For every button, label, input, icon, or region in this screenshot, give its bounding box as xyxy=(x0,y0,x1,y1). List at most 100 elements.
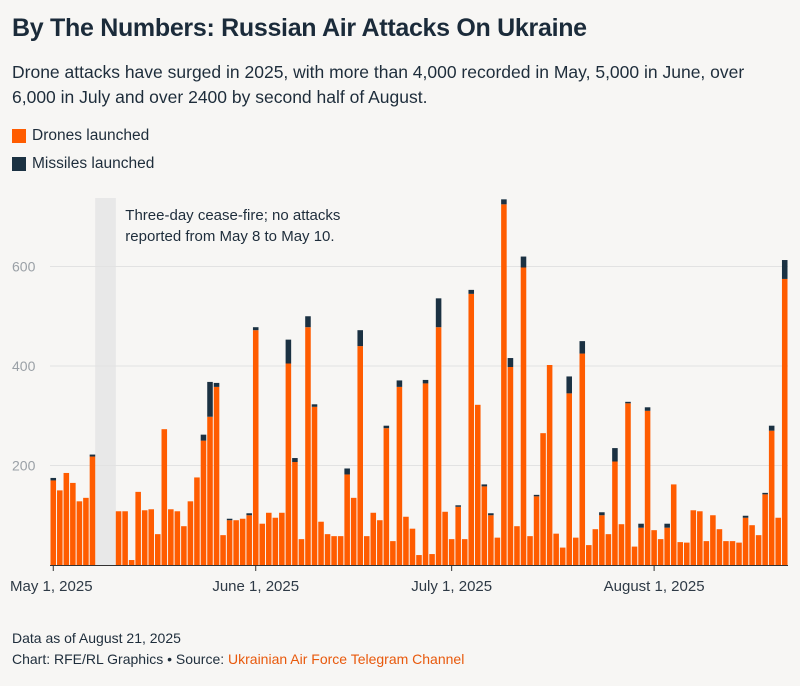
bar-missiles xyxy=(520,256,527,268)
bar-missiles xyxy=(89,454,96,457)
bar-missiles xyxy=(533,494,540,497)
bar-drones xyxy=(70,482,76,565)
bar-drones xyxy=(135,491,141,565)
bar-drones xyxy=(363,536,370,565)
bar-drones xyxy=(781,278,788,565)
bar-missiles xyxy=(599,512,605,516)
bar-drones xyxy=(89,456,96,565)
bar-drones xyxy=(475,404,481,565)
bar-drones xyxy=(435,327,442,565)
bar-drones xyxy=(226,520,233,565)
bar-drones xyxy=(710,515,716,565)
bar-drones xyxy=(403,516,409,565)
credit-text: Chart: RFE/RL Graphics • Source: xyxy=(12,651,229,667)
bar-chart: 200 400 600 May 1, 2025 June 1, 2025 July 1, … xyxy=(10,198,788,595)
bar-missiles xyxy=(311,404,318,407)
legend-label-missiles: Missiles launched xyxy=(32,155,155,172)
bar-drones xyxy=(344,474,350,565)
bar-drones xyxy=(252,330,259,565)
bar-drones xyxy=(174,511,181,565)
bar-drones xyxy=(657,539,664,565)
bar-drones xyxy=(181,526,187,565)
bar-drones xyxy=(285,363,292,565)
bar-missiles xyxy=(612,448,618,462)
bar-drones xyxy=(514,526,520,565)
bar-drones xyxy=(690,510,697,565)
bar-drones xyxy=(154,534,161,565)
bar-drones xyxy=(749,525,755,565)
bar-drones xyxy=(599,515,605,565)
chart-title: By The Numbers: Russian Air Attacks On U… xyxy=(12,14,587,42)
bar-missiles xyxy=(455,505,461,507)
bar-drones xyxy=(233,520,239,565)
bar-drones xyxy=(213,386,220,565)
bar-missiles xyxy=(762,492,768,495)
bar-drones xyxy=(266,512,272,565)
bar-drones xyxy=(768,430,775,565)
bar-drones xyxy=(455,506,461,565)
bar-drones xyxy=(246,515,252,565)
bar-missiles xyxy=(285,339,292,364)
bar-drones xyxy=(318,521,324,565)
bar-drones xyxy=(239,518,246,565)
bar-drones xyxy=(83,497,89,565)
bar-drones xyxy=(370,512,377,565)
bar-drones xyxy=(697,511,703,565)
bar-drones xyxy=(279,512,285,565)
bar-drones xyxy=(122,511,128,565)
bar-drones xyxy=(168,509,174,565)
bar-drones xyxy=(350,497,357,565)
ceasefire-band xyxy=(95,198,116,565)
legend-swatch-drones xyxy=(12,129,26,143)
bar-missiles xyxy=(383,425,390,429)
bar-missiles xyxy=(781,260,788,279)
bar-drones xyxy=(703,541,710,565)
bar-drones xyxy=(540,433,546,565)
bar-missiles xyxy=(292,458,298,463)
x-tick-label: May 1, 2025 xyxy=(10,578,93,595)
bar-drones xyxy=(638,527,644,565)
bar-drones xyxy=(422,383,429,565)
legend-swatch-missiles xyxy=(12,157,26,171)
bar-drones xyxy=(161,429,168,565)
bar-drones xyxy=(644,410,651,565)
bar-drones xyxy=(429,554,435,565)
x-tick-label: July 1, 2025 xyxy=(411,578,492,595)
bar-missiles xyxy=(252,327,259,331)
bar-drones xyxy=(442,511,448,565)
bar-missiles xyxy=(213,382,220,387)
legend-item-drones: Drones launched xyxy=(12,122,154,150)
bar-missiles xyxy=(638,523,644,528)
bar-drones xyxy=(579,353,586,565)
bar-drones xyxy=(305,327,311,565)
bar-missiles xyxy=(435,298,442,328)
bar-drones xyxy=(396,386,403,565)
bar-drones xyxy=(357,346,363,565)
bar-drones xyxy=(612,461,618,565)
bar-missiles xyxy=(768,425,775,431)
bar-drones xyxy=(553,533,559,565)
y-tick-label: 400 xyxy=(12,358,36,374)
bar-missiles xyxy=(566,376,572,394)
bar-drones xyxy=(618,524,625,565)
bar-drones xyxy=(311,406,318,565)
bar-missiles xyxy=(742,515,749,518)
y-tick-label: 200 xyxy=(12,458,36,474)
bar-drones xyxy=(592,529,599,565)
bar-drones xyxy=(194,477,200,565)
bar-missiles xyxy=(226,518,233,521)
bar-drones xyxy=(716,529,723,565)
bar-missiles xyxy=(481,484,488,487)
bar-missiles xyxy=(644,407,651,411)
bar-drones xyxy=(63,472,70,565)
bar-missiles xyxy=(507,358,514,367)
source-link[interactable]: Ukrainian Air Force Telegram Channel xyxy=(228,651,465,667)
bar-drones xyxy=(220,535,226,565)
x-tick-label: June 1, 2025 xyxy=(212,578,299,595)
bar-missiles xyxy=(501,199,507,205)
bar-drones xyxy=(631,546,638,565)
bar-missiles xyxy=(422,379,429,384)
bar-missiles xyxy=(50,477,57,481)
bar-drones xyxy=(468,293,475,565)
legend-label-drones: Drones launched xyxy=(32,127,150,144)
